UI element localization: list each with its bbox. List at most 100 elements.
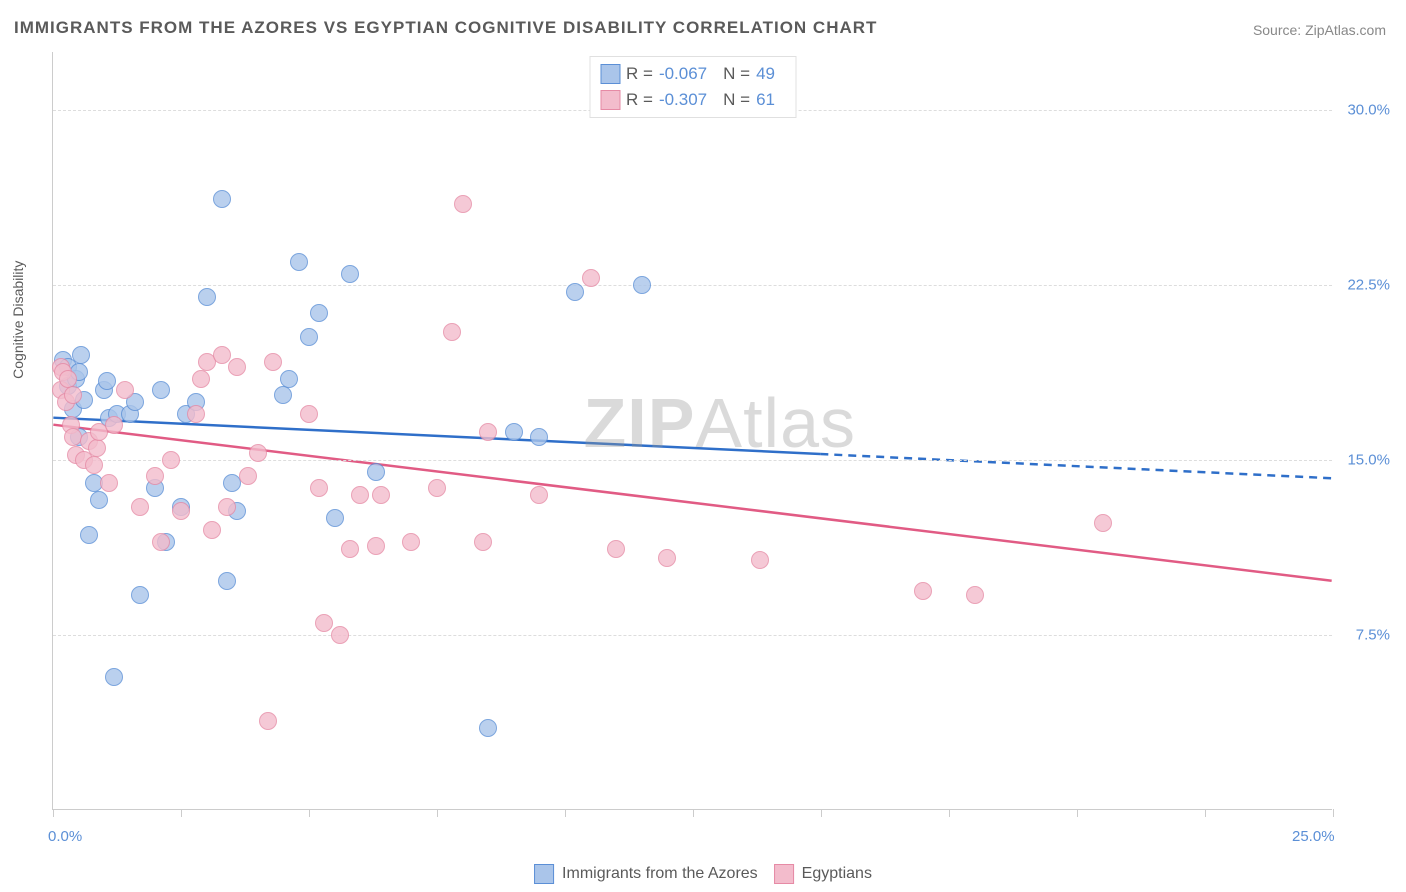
scatter-point xyxy=(172,502,190,520)
stat-r-label-1: R = xyxy=(626,87,653,113)
legend-swatch-bottom-0 xyxy=(534,864,554,884)
x-tick xyxy=(437,809,438,817)
gridline-h xyxy=(53,460,1332,461)
scatter-point xyxy=(88,439,106,457)
legend-series-item-1: Egyptians xyxy=(774,864,872,884)
scatter-point xyxy=(300,328,318,346)
scatter-point xyxy=(187,405,205,423)
x-tick xyxy=(181,809,182,817)
scatter-point xyxy=(203,521,221,539)
scatter-point xyxy=(249,444,267,462)
scatter-point xyxy=(116,381,134,399)
scatter-point xyxy=(280,370,298,388)
scatter-point xyxy=(367,463,385,481)
scatter-point xyxy=(341,265,359,283)
scatter-point xyxy=(146,467,164,485)
legend-series-label-0: Immigrants from the Azores xyxy=(562,865,758,883)
stat-r-label-0: R = xyxy=(626,61,653,87)
y-tick-label: 22.5% xyxy=(1338,277,1390,294)
y-axis-label: Cognitive Disability xyxy=(10,261,26,379)
scatter-point xyxy=(658,549,676,567)
scatter-point xyxy=(372,486,390,504)
chart-root: IMMIGRANTS FROM THE AZORES VS EGYPTIAN C… xyxy=(0,0,1406,892)
scatter-point xyxy=(98,372,116,390)
scatter-point xyxy=(213,346,231,364)
scatter-point xyxy=(315,614,333,632)
scatter-point xyxy=(582,269,600,287)
scatter-point xyxy=(131,586,149,604)
scatter-point xyxy=(64,386,82,404)
watermark-light: Atlas xyxy=(695,384,856,462)
plot-area: ZIPAtlas R = -0.067 N = 49 R = -0.307 N … xyxy=(52,52,1332,810)
gridline-h xyxy=(53,285,1332,286)
x-tick xyxy=(53,809,54,817)
legend-swatch-bottom-1 xyxy=(774,864,794,884)
scatter-point xyxy=(341,540,359,558)
scatter-point xyxy=(607,540,625,558)
scatter-point xyxy=(80,526,98,544)
scatter-point xyxy=(914,582,932,600)
legend-series-item-0: Immigrants from the Azores xyxy=(534,864,758,884)
x-tick xyxy=(949,809,950,817)
watermark-bold: ZIP xyxy=(583,384,695,462)
watermark: ZIPAtlas xyxy=(583,383,856,463)
scatter-point xyxy=(310,304,328,322)
scatter-point xyxy=(474,533,492,551)
scatter-point xyxy=(105,416,123,434)
x-tick xyxy=(1333,809,1334,817)
scatter-point xyxy=(326,509,344,527)
x-tick xyxy=(309,809,310,817)
scatter-point xyxy=(152,533,170,551)
x-tick xyxy=(821,809,822,817)
scatter-point xyxy=(59,370,77,388)
trend-line xyxy=(820,454,1331,478)
legend-swatch-0 xyxy=(600,64,620,84)
scatter-point xyxy=(351,486,369,504)
scatter-point xyxy=(213,190,231,208)
scatter-point xyxy=(162,451,180,469)
scatter-point xyxy=(505,423,523,441)
trend-line xyxy=(53,418,820,454)
x-tick xyxy=(565,809,566,817)
scatter-point xyxy=(90,491,108,509)
trend-line xyxy=(53,425,1331,581)
stat-n-val-0: 49 xyxy=(756,61,775,87)
scatter-point xyxy=(367,537,385,555)
scatter-point xyxy=(105,668,123,686)
scatter-point xyxy=(530,428,548,446)
scatter-point xyxy=(100,474,118,492)
scatter-point xyxy=(966,586,984,604)
legend-stats-row-1: R = -0.307 N = 61 xyxy=(600,87,785,113)
scatter-point xyxy=(218,498,236,516)
stat-r-val-0: -0.067 xyxy=(659,61,707,87)
stat-n-val-1: 61 xyxy=(756,87,775,113)
scatter-point xyxy=(454,195,472,213)
scatter-point xyxy=(239,467,257,485)
scatter-point xyxy=(530,486,548,504)
chart-title: IMMIGRANTS FROM THE AZORES VS EGYPTIAN C… xyxy=(14,18,877,38)
scatter-point xyxy=(566,283,584,301)
legend-series: Immigrants from the Azores Egyptians xyxy=(534,864,872,884)
scatter-point xyxy=(310,479,328,497)
scatter-point xyxy=(290,253,308,271)
x-tick xyxy=(693,809,694,817)
x-tick-label-max: 25.0% xyxy=(1292,828,1335,845)
scatter-point xyxy=(264,353,282,371)
scatter-point xyxy=(85,456,103,474)
x-tick xyxy=(1205,809,1206,817)
scatter-point xyxy=(274,386,292,404)
legend-swatch-1 xyxy=(600,90,620,110)
x-tick xyxy=(1077,809,1078,817)
trend-lines-svg xyxy=(53,52,1332,809)
stat-n-label-0: N = xyxy=(723,61,750,87)
legend-stats-row-0: R = -0.067 N = 49 xyxy=(600,61,785,87)
stat-n-label-1: N = xyxy=(723,87,750,113)
scatter-point xyxy=(428,479,446,497)
legend-stats: R = -0.067 N = 49 R = -0.307 N = 61 xyxy=(589,56,796,118)
scatter-point xyxy=(228,358,246,376)
scatter-point xyxy=(218,572,236,590)
scatter-point xyxy=(152,381,170,399)
scatter-point xyxy=(633,276,651,294)
legend-series-label-1: Egyptians xyxy=(802,865,872,883)
scatter-point xyxy=(1094,514,1112,532)
